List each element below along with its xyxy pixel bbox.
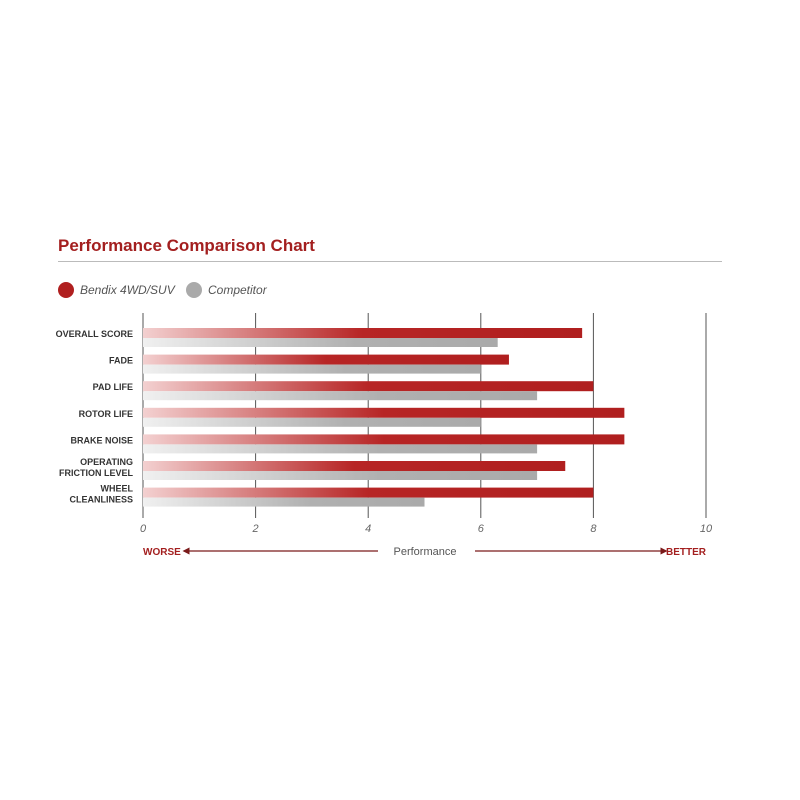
bar-competitor bbox=[143, 497, 425, 507]
category-label: FADE bbox=[109, 356, 133, 366]
bar-competitor bbox=[143, 444, 538, 454]
bar-bendix bbox=[143, 434, 625, 445]
x-tick-label: 0 bbox=[140, 523, 147, 535]
legend-swatch-competitor bbox=[186, 282, 202, 298]
x-tick-label: 4 bbox=[365, 523, 371, 535]
x-tick-label: 8 bbox=[590, 523, 597, 535]
better-label: BETTER bbox=[666, 547, 707, 558]
bar-competitor bbox=[143, 338, 498, 347]
category-label: CLEANLINESS bbox=[69, 495, 133, 505]
category-label: OVERALL SCORE bbox=[56, 329, 133, 339]
category-label: PAD LIFE bbox=[93, 382, 133, 392]
worse-label: WORSE bbox=[143, 547, 181, 558]
legend-swatch-bendix bbox=[58, 282, 74, 298]
x-tick-label: 2 bbox=[252, 523, 259, 535]
category-label: FRICTION LEVEL bbox=[59, 468, 134, 478]
legend-label-competitor: Competitor bbox=[208, 283, 267, 297]
legend-item-competitor: Competitor bbox=[186, 282, 267, 298]
category-label: OPERATING bbox=[80, 457, 133, 467]
bar-bendix bbox=[143, 354, 509, 365]
legend-item-bendix: Bendix 4WD/SUV bbox=[58, 282, 175, 298]
bar-competitor bbox=[143, 417, 481, 427]
x-tick-label: 10 bbox=[700, 523, 713, 535]
category-label: BRAKE NOISE bbox=[70, 435, 133, 445]
category-label: WHEEL bbox=[101, 484, 134, 494]
bar-bendix bbox=[143, 487, 594, 498]
bar-bendix bbox=[143, 328, 583, 338]
legend-label-bendix: Bendix 4WD/SUV bbox=[80, 283, 175, 297]
chart-title: Performance Comparison Chart bbox=[58, 236, 315, 255]
bar-bendix bbox=[143, 407, 625, 418]
bar-competitor bbox=[143, 391, 538, 401]
category-label: ROTOR LIFE bbox=[79, 409, 133, 419]
bar-competitor bbox=[143, 471, 538, 480]
title-divider bbox=[58, 261, 722, 262]
bar-bendix bbox=[143, 461, 566, 471]
bar-bendix bbox=[143, 381, 594, 392]
bar-competitor bbox=[143, 364, 481, 374]
x-tick-label: 6 bbox=[478, 523, 485, 535]
x-axis-label: Performance bbox=[394, 546, 457, 558]
